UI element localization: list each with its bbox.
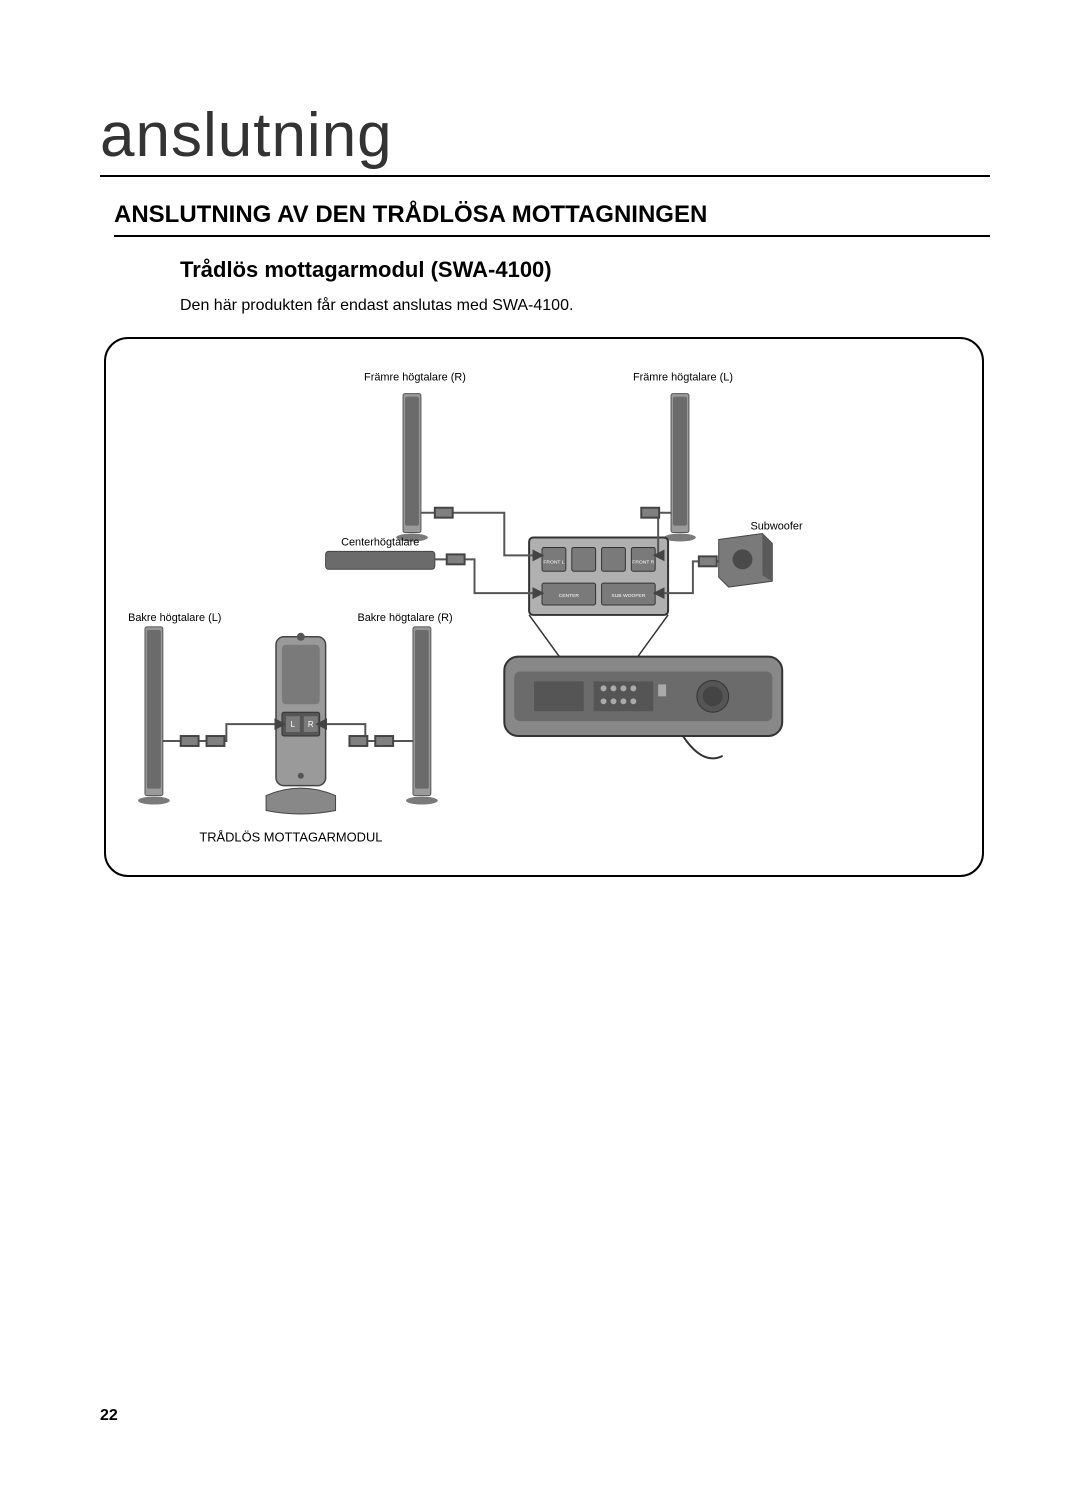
connection-diagram: Främre högtalare (R) Främre högtalare (L… (104, 337, 984, 877)
svg-text:R: R (308, 720, 314, 729)
label-front-left: Främre högtalare (L) (633, 372, 733, 384)
page-number: 22 (100, 1407, 118, 1425)
svg-text:FRONT R: FRONT R (632, 559, 654, 565)
label-wireless-module: TRÅDLÖS MOTTAGARMODUL (199, 829, 382, 844)
subsection-title: Trådlös mottagarmodul (SWA-4100) (180, 257, 990, 283)
svg-text:CENTER: CENTER (559, 593, 580, 599)
section-title: ANSLUTNING AV DEN TRÅDLÖSA MOTTAGNINGEN (114, 201, 990, 237)
chapter-title: anslutning (100, 100, 990, 177)
center-speaker: Centerhögtalare (326, 536, 435, 569)
svg-text:FRONT L: FRONT L (543, 559, 564, 565)
wire-center (435, 554, 542, 593)
diagram-svg: Främre högtalare (R) Främre högtalare (L… (106, 339, 982, 875)
svg-text:L: L (291, 720, 296, 729)
label-center: Centerhögtalare (341, 536, 419, 548)
body-text: Den här produkten får endast anslutas me… (180, 297, 990, 315)
subwoofer: Subwoofer (719, 521, 803, 588)
label-rear-left: Bakre högtalare (L) (128, 612, 221, 624)
label-subwoofer: Subwoofer (750, 521, 803, 533)
main-receiver (504, 657, 782, 759)
rear-speaker-right: Bakre högtalare (R) (357, 612, 452, 805)
label-front-right: Främre högtalare (R) (364, 372, 466, 384)
svg-text:SUB WOOFER: SUB WOOFER (611, 593, 645, 599)
rear-speaker-left: Bakre högtalare (L) (128, 612, 221, 805)
label-rear-right: Bakre högtalare (R) (357, 612, 452, 624)
